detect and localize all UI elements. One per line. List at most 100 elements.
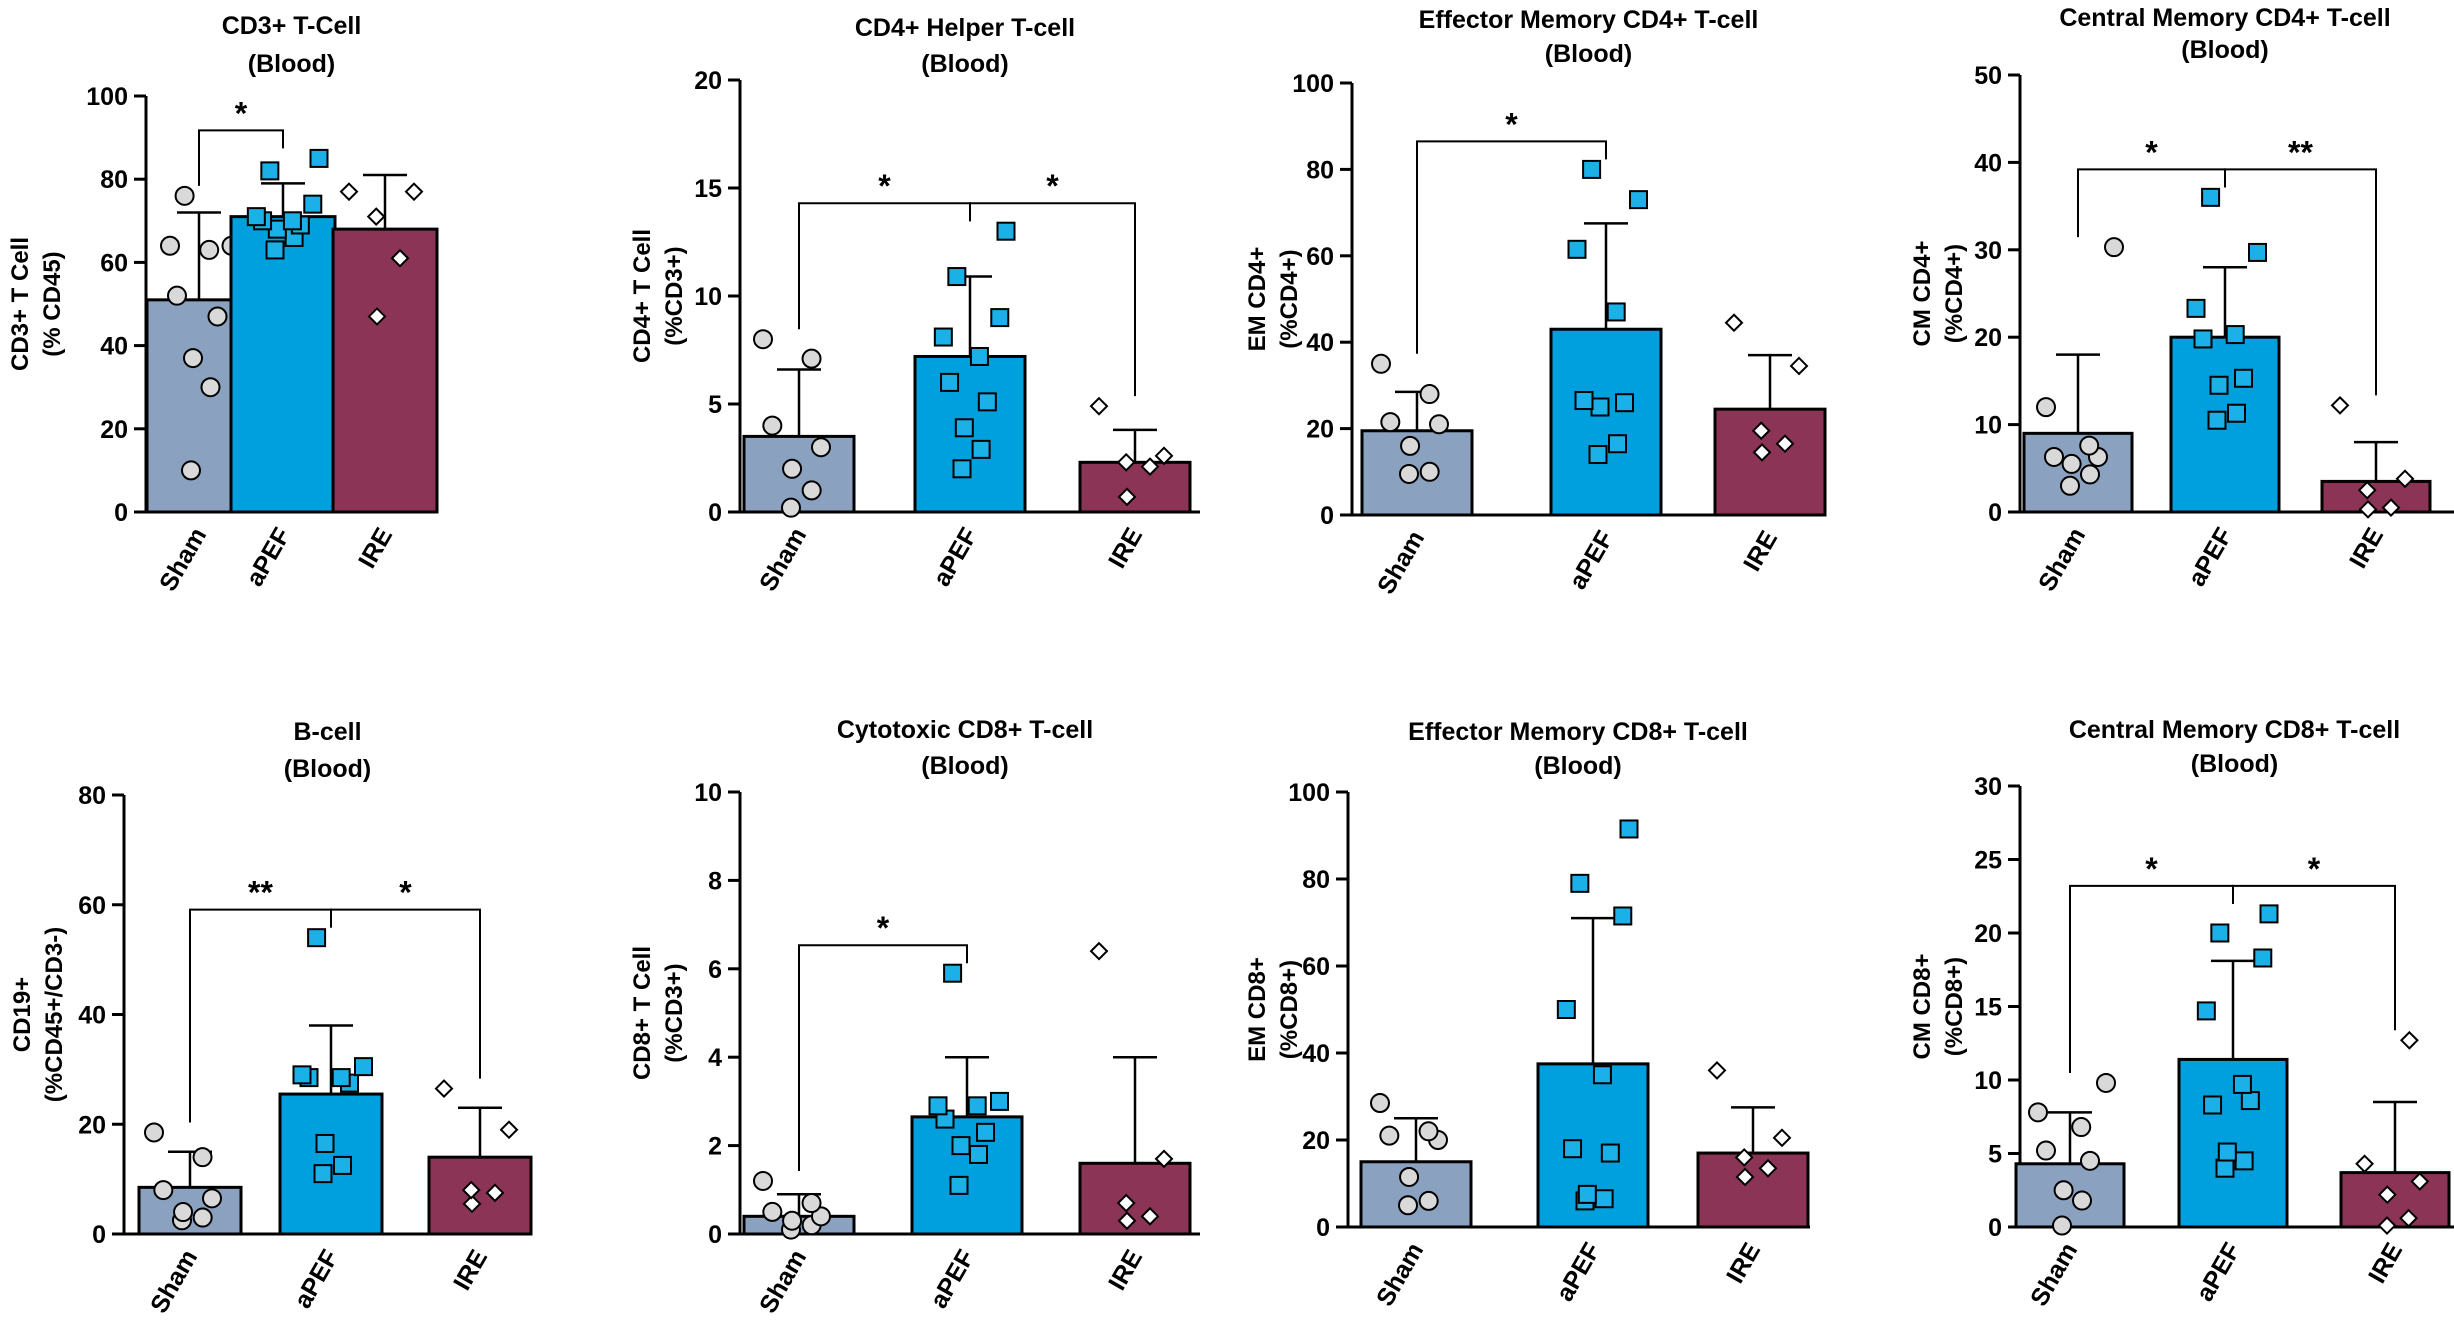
- data-point-apef: [292, 1065, 312, 1085]
- data-point-sham: [2072, 1190, 2092, 1211]
- y-tick-label: 5: [1988, 1141, 2002, 1169]
- chart-title: CD3+ T-Cell: [222, 12, 362, 40]
- significance-bracket: [2224, 168, 2377, 396]
- y-tick-label: 60: [1302, 953, 1330, 981]
- data-point-ire: [1775, 434, 1795, 454]
- significance-bracket: [1416, 140, 1607, 354]
- panel-b-cell: B-cell (Blood) CD19+ (%CD45+/CD3-) 0 20 40 60 80…: [9, 718, 533, 1318]
- data-point-ire: [2381, 498, 2401, 518]
- data-point-ire: [434, 1079, 454, 1098]
- data-point-sham: [1370, 1093, 1390, 1114]
- significance-bracket: [798, 944, 968, 1171]
- significance-bracket: [798, 202, 971, 330]
- panel-cd4-helper-t-cell: CD4+ Helper T-cell (Blood) CD4+ T Cell (%CD…: [629, 14, 1200, 596]
- data-point-ire: [1724, 313, 1744, 333]
- data-point-ire: [1116, 1193, 1136, 1213]
- y-tick-label: 100: [1292, 70, 1334, 98]
- bar-ire: [1078, 460, 1192, 514]
- data-point-apef: [265, 240, 285, 260]
- chart-title: CD4+ Helper T-cell: [855, 14, 1075, 42]
- y-tick-label: 40: [1974, 149, 2002, 177]
- category-label-sham: Sham: [1371, 1238, 1429, 1311]
- y-tick-label: 60: [1306, 243, 1334, 271]
- y-tick-label: 0: [1320, 502, 1334, 530]
- panel-effector-memory-cd4-t-cell: Effector Memory CD4+ T-cell (Blood) EM CD4…: [1244, 6, 1827, 599]
- data-point-sham: [762, 1201, 783, 1222]
- y-tick-label: 10: [694, 283, 722, 311]
- chart-subtitle: (Blood): [921, 50, 1008, 78]
- data-point-sham: [1400, 435, 1421, 456]
- y-tick-label: 80: [1302, 866, 1330, 894]
- y-axis-label: (% CD45): [39, 251, 66, 356]
- chart-title: Effector Memory CD8+ T-cell: [1408, 718, 1748, 746]
- data-point-sham: [781, 497, 801, 518]
- chart-title: Central Memory CD8+ T-cell: [2069, 716, 2400, 744]
- data-point-ire: [1154, 1149, 1174, 1169]
- data-point-sham: [2096, 1072, 2116, 1093]
- y-axis-label: EM CD4+: [1244, 247, 1271, 352]
- data-point-ire: [1734, 1147, 1754, 1167]
- y-axis-label: (%CD3+): [661, 246, 688, 345]
- data-point-sham: [1399, 1166, 1420, 1187]
- bar-ire: [2320, 479, 2432, 514]
- category-label-ire: IRE: [1103, 523, 1148, 573]
- data-point-sham: [2036, 397, 2056, 418]
- data-point-apef: [2203, 1095, 2223, 1115]
- y-tick-label: 60: [100, 249, 128, 277]
- y-tick-label: 20: [1974, 324, 2002, 352]
- data-point-ire: [2377, 1216, 2397, 1235]
- data-point-sham: [801, 480, 822, 501]
- data-point-ire: [461, 1180, 481, 1200]
- data-point-sham: [207, 306, 228, 327]
- data-point-sham: [192, 1147, 213, 1168]
- data-point-sham: [1419, 384, 1440, 405]
- data-point-ire: [1154, 446, 1174, 466]
- data-point-sham: [1371, 353, 1391, 374]
- data-point-sham: [174, 185, 195, 206]
- significance-label: *: [878, 168, 891, 204]
- chart-subtitle: (Blood): [2191, 750, 2278, 778]
- significance-bracket: [2069, 884, 2234, 1073]
- data-point-apef: [933, 327, 953, 347]
- data-point-apef: [1570, 873, 1590, 893]
- data-point-sham: [2079, 435, 2100, 456]
- panel-effector-memory-cd8-t-cell: Effector Memory CD8+ T-cell (Blood) EM CD8…: [1244, 718, 1810, 1311]
- significance-bracket: [198, 129, 284, 186]
- data-point-apef: [2248, 242, 2267, 262]
- y-tick-label: 25: [1974, 847, 2002, 875]
- data-point-sham: [2104, 237, 2124, 258]
- data-point-apef: [1577, 1184, 1597, 1204]
- y-axis-label: CM CD4+: [1909, 240, 1936, 346]
- category-label-ire: IRE: [2363, 1238, 2408, 1288]
- data-point-ire: [367, 307, 387, 326]
- data-point-sham: [199, 239, 220, 260]
- y-axis-label: (%CD45+/CD3-): [41, 927, 68, 1102]
- y-tick-label: 15: [694, 175, 722, 203]
- data-point-apef: [1606, 302, 1626, 322]
- y-tick-label: 5: [708, 391, 722, 419]
- y-tick-label: 40: [1302, 1040, 1330, 1068]
- data-point-sham: [2052, 1215, 2072, 1236]
- y-tick-label: 20: [694, 67, 722, 95]
- data-point-apef: [2253, 948, 2273, 968]
- panel-cd3-t-cell: CD3+ T-Cell (Blood) CD3+ T Cell (% CD45) 0 20…: [7, 12, 439, 596]
- data-point-apef: [996, 221, 1016, 241]
- data-point-ire: [1089, 941, 1109, 961]
- data-point-ire: [2355, 1154, 2375, 1174]
- y-axis-label: CD3+ T Cell: [7, 237, 34, 371]
- y-tick-label: 0: [92, 1221, 106, 1249]
- bar-ire: [1078, 1161, 1192, 1236]
- data-point-apef: [2232, 1074, 2252, 1094]
- y-tick-label: 40: [78, 1002, 106, 1030]
- data-point-sham: [2060, 475, 2080, 496]
- significance-label: *: [2145, 134, 2158, 170]
- category-label-apef: aPEF: [928, 523, 984, 591]
- category-label-sham: Sham: [2033, 523, 2091, 596]
- data-point-sham: [2053, 1180, 2074, 1201]
- y-tick-label: 10: [1974, 412, 2002, 440]
- data-point-sham: [1398, 1195, 1418, 1216]
- data-point-apef: [260, 161, 280, 181]
- chart-title: Effector Memory CD4+ T-cell: [1419, 6, 1759, 34]
- category-label-ire: IRE: [1103, 1245, 1148, 1295]
